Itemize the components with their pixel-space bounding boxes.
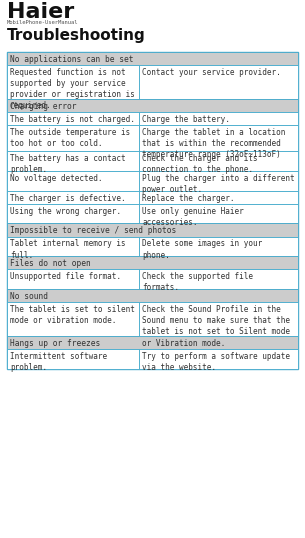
Bar <box>7 237 139 256</box>
Bar <box>139 302 298 336</box>
Bar <box>7 65 139 98</box>
Text: Contact your service provider.: Contact your service provider. <box>142 68 281 77</box>
Text: The charger is defective.: The charger is defective. <box>10 194 126 203</box>
Text: Impossible to receive / send photos: Impossible to receive / send photos <box>10 226 176 236</box>
Bar <box>139 171 298 191</box>
Bar <box>7 125 139 151</box>
Text: The battery has a contact
problem.: The battery has a contact problem. <box>10 154 126 174</box>
Bar <box>139 65 298 98</box>
Text: Haier: Haier <box>7 2 74 22</box>
Text: No applications can be set: No applications can be set <box>10 55 134 64</box>
Bar <box>139 151 298 171</box>
Text: Check the supported file
formats.: Check the supported file formats. <box>142 272 253 293</box>
Bar <box>139 203 298 223</box>
Text: Intermittent software
problem.: Intermittent software problem. <box>10 352 107 372</box>
Text: Unsupported file format.: Unsupported file format. <box>10 272 121 281</box>
Bar <box>7 302 139 336</box>
Text: Hangs up or freezes: Hangs up or freezes <box>10 339 100 348</box>
Text: Replace the charger.: Replace the charger. <box>142 194 235 203</box>
Bar <box>7 191 139 203</box>
Text: Using the wrong charger.: Using the wrong charger. <box>10 207 121 216</box>
Bar <box>139 349 298 369</box>
Bar <box>7 349 139 369</box>
Text: Troubleshooting: Troubleshooting <box>7 28 146 43</box>
Text: Check the charger and its
connection to the phone.: Check the charger and its connection to … <box>142 154 258 174</box>
Text: Check the Sound Profile in the
Sound menu to make sure that the
tablet is not se: Check the Sound Profile in the Sound men… <box>142 305 290 348</box>
Bar <box>7 52 298 65</box>
Text: The battery is not charged.: The battery is not charged. <box>10 115 135 124</box>
Bar <box>139 191 298 203</box>
Bar <box>7 256 298 270</box>
Bar <box>139 112 298 125</box>
Text: Delete some images in your
phone.: Delete some images in your phone. <box>142 239 263 260</box>
Bar <box>7 289 298 302</box>
Text: Charge the tablet in a location
that is within the recommended
temperature range: Charge the tablet in a location that is … <box>142 128 286 159</box>
Bar <box>7 52 298 369</box>
Bar <box>139 237 298 256</box>
Text: No sound: No sound <box>10 292 48 301</box>
Text: Charge the battery.: Charge the battery. <box>142 115 230 124</box>
Text: Files do not open: Files do not open <box>10 259 91 268</box>
Text: Charging error: Charging error <box>10 102 77 111</box>
Text: MobilePhone-UserManual: MobilePhone-UserManual <box>7 20 78 25</box>
Text: No voltage detected.: No voltage detected. <box>10 174 102 183</box>
Bar <box>7 112 139 125</box>
Bar <box>139 270 298 289</box>
Bar <box>7 336 298 349</box>
Text: Plug the charger into a different
power outlet.: Plug the charger into a different power … <box>142 174 295 194</box>
Text: Use only genuine Haier
accessories.: Use only genuine Haier accessories. <box>142 207 244 226</box>
Text: Tablet internal memory is
full.: Tablet internal memory is full. <box>10 239 126 260</box>
Bar <box>7 151 139 171</box>
Bar <box>7 98 298 112</box>
Text: The outside temperature is
too hot or too cold.: The outside temperature is too hot or to… <box>10 128 130 148</box>
Bar <box>7 270 139 289</box>
Bar <box>7 171 139 191</box>
Text: Try to perform a software update
via the website.: Try to perform a software update via the… <box>142 352 290 372</box>
Text: Requested function is not
supported by your service
provider or registration is
: Requested function is not supported by y… <box>10 68 135 110</box>
Text: The tablet is set to silent
mode or vibration mode.: The tablet is set to silent mode or vibr… <box>10 305 135 325</box>
Bar <box>7 223 298 237</box>
Bar <box>7 203 139 223</box>
Bar <box>139 125 298 151</box>
